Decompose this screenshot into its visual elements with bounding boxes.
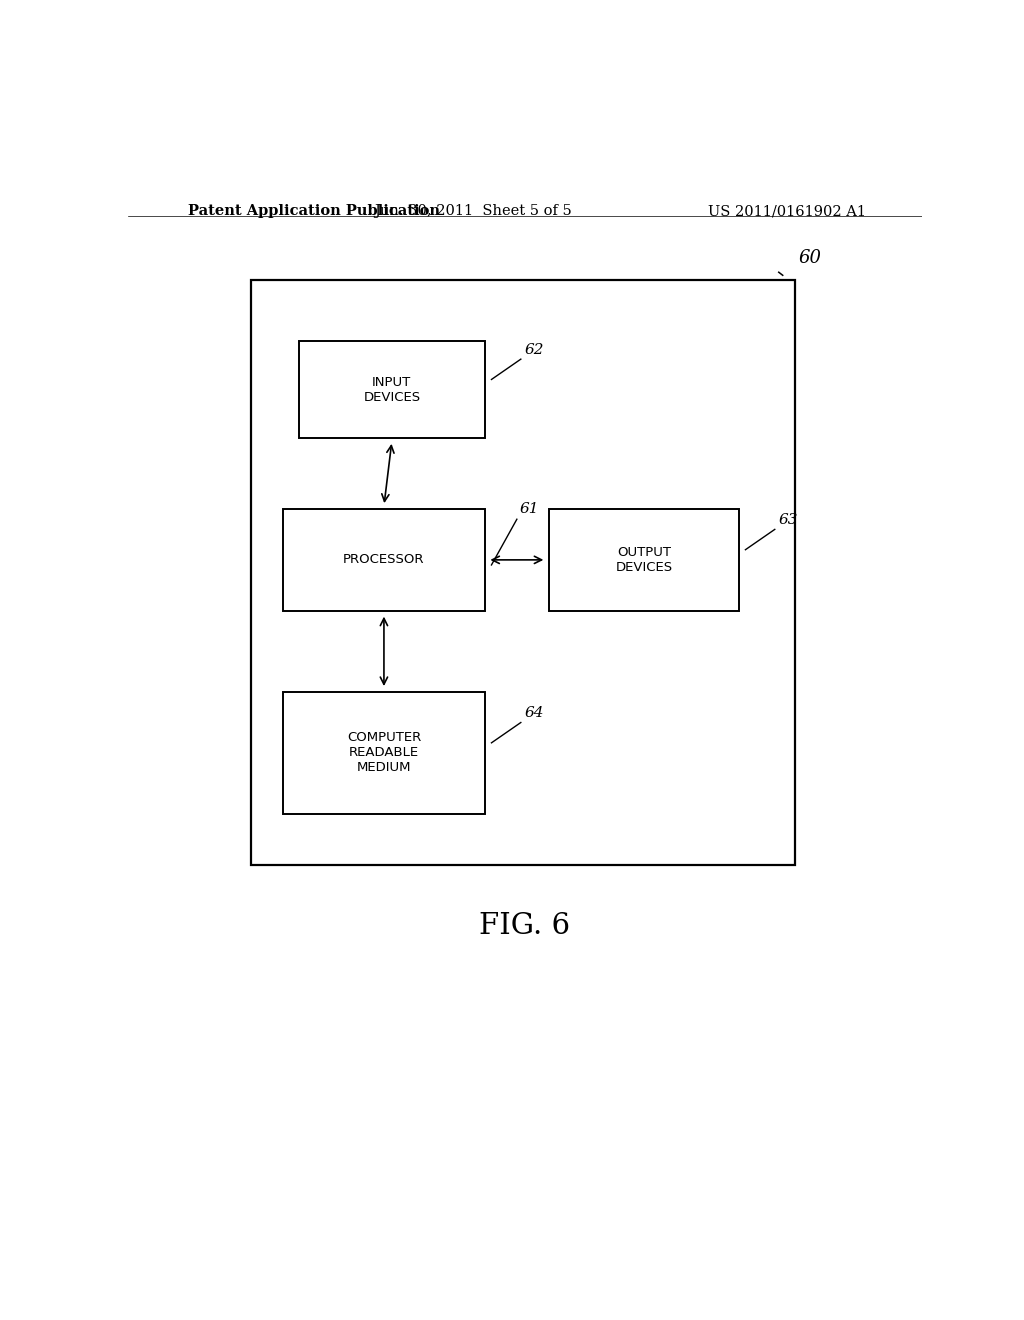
Bar (549, 510, 739, 611)
Text: 62: 62 (524, 343, 545, 358)
Bar (251, 280, 795, 865)
Text: 61: 61 (519, 502, 539, 516)
Text: FIG. 6: FIG. 6 (479, 912, 570, 940)
Text: OUTPUT
DEVICES: OUTPUT DEVICES (615, 546, 673, 574)
Bar (283, 510, 485, 611)
Text: Jun. 30, 2011  Sheet 5 of 5: Jun. 30, 2011 Sheet 5 of 5 (375, 205, 572, 218)
Text: Patent Application Publication: Patent Application Publication (187, 205, 439, 218)
Text: 60: 60 (799, 249, 821, 267)
Bar (283, 692, 485, 814)
Bar (299, 342, 485, 438)
Text: INPUT
DEVICES: INPUT DEVICES (364, 376, 421, 404)
Text: PROCESSOR: PROCESSOR (343, 553, 425, 566)
Text: 63: 63 (779, 513, 799, 528)
Text: 64: 64 (524, 706, 545, 721)
Text: COMPUTER
READABLE
MEDIUM: COMPUTER READABLE MEDIUM (347, 731, 421, 775)
Text: US 2011/0161902 A1: US 2011/0161902 A1 (708, 205, 866, 218)
